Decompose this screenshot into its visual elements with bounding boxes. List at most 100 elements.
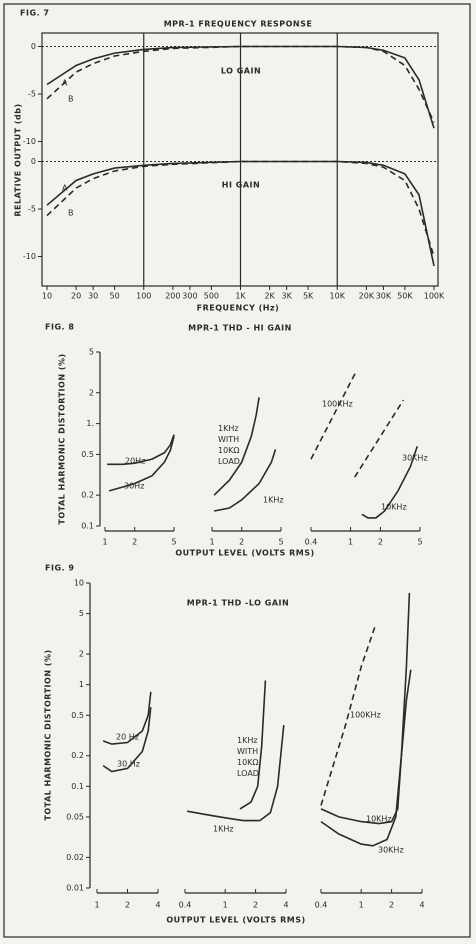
x-tick-label: 1 [359, 901, 364, 910]
curve-label: 30Hz [124, 482, 144, 491]
y-tick-label: 5 [79, 609, 84, 618]
y-tick-label: 0.2 [71, 751, 84, 760]
chart-title: MPR-1 THD -LO GAIN [187, 599, 289, 608]
x-axis-label: OUTPUT LEVEL (VOLTS RMS) [175, 549, 314, 558]
panel-label: HI GAIN [222, 181, 260, 190]
curve-label: 1KHz WITH 10KΩ LOAD [218, 424, 240, 466]
curve-label: 30 Hz [117, 760, 140, 769]
x-tick-label: 2 [389, 901, 394, 910]
y-tick-label: 0.5 [81, 450, 94, 459]
x-tick-label: 50K [397, 292, 413, 301]
x-tick-label: 2 [239, 538, 244, 547]
curve-label: 30KHz [402, 454, 428, 463]
curve [46, 160, 435, 267]
curve [186, 725, 285, 822]
x-tick-label: 0.4 [305, 538, 318, 547]
x-tick-label: 0.4 [315, 901, 328, 910]
panel-label: LO GAIN [221, 67, 261, 76]
y-tick-label: -5 [28, 205, 36, 214]
x-tick-label: 100K [424, 292, 445, 301]
y-tick-label: 0.1 [71, 782, 84, 791]
y-tick-label: 1. [86, 419, 94, 428]
x-tick-label: 1 [209, 538, 214, 547]
x-tick-label: 5K [303, 292, 314, 301]
y-tick-label: 0 [31, 157, 36, 166]
curve [320, 592, 411, 847]
curve [213, 449, 277, 512]
x-tick-label: 1 [223, 901, 228, 910]
x-axis-label: FREQUENCY (Hz) [197, 304, 280, 313]
x-tick-label: 500 [204, 292, 219, 301]
curve-label: 20Hz [125, 457, 145, 466]
y-axis-label: TOTAL HARMONIC DISTORTION (%) [58, 353, 67, 524]
x-tick-label: 5 [171, 538, 176, 547]
curve-label: 100KHz [350, 711, 381, 720]
x-tick-label: 1 [348, 538, 353, 547]
figure-number: FIG. 9 [45, 564, 74, 573]
x-tick-label: 2 [253, 901, 258, 910]
x-tick-label: 5 [278, 538, 283, 547]
y-tick-label: 0.2 [81, 491, 94, 500]
curve-label: B [68, 95, 74, 104]
curve [102, 707, 152, 773]
y-tick-label: 0 [31, 42, 36, 51]
x-tick-label: 20K [359, 292, 375, 301]
x-tick-label: 4 [155, 901, 160, 910]
curve-label: A [62, 184, 68, 193]
curve [213, 397, 260, 496]
curve [320, 669, 412, 825]
y-tick-label: 2 [79, 650, 84, 659]
x-tick-label: 4 [283, 901, 288, 910]
curve-label: 1KHz [263, 496, 284, 505]
curve [46, 45, 435, 129]
curve [107, 434, 175, 466]
x-tick-label: 0.4 [179, 901, 192, 910]
curve-label: B [68, 209, 74, 218]
x-tick-label: 2 [132, 538, 137, 547]
curve-label: 1KHz WITH 10KΩ LOAD [237, 736, 259, 778]
figure-number: FIG. 8 [45, 323, 74, 332]
curve-label: 30KHz [378, 846, 404, 855]
curve-label: 100KHz [322, 400, 353, 409]
y-tick-label: 1 [79, 680, 84, 689]
x-tick-label: 1K [235, 292, 246, 301]
y-tick-label: -5 [28, 90, 36, 99]
curve [108, 436, 175, 492]
y-axis-label: RELATIVE OUTPUT (db) [14, 103, 23, 216]
y-tick-label: -10 [23, 252, 36, 261]
y-tick-label: 0.5 [71, 711, 84, 720]
x-tick-label: 1 [94, 901, 99, 910]
curve [361, 446, 419, 519]
curve-label: 1KHz [213, 825, 234, 834]
x-axis-label: OUTPUT LEVEL (VOLTS RMS) [166, 916, 305, 925]
x-tick-label: 10K [330, 292, 346, 301]
chart-title: MPR-1 FREQUENCY RESPONSE [164, 20, 313, 29]
curve-label: 10KHz [381, 503, 407, 512]
x-tick-label: 3K [281, 292, 292, 301]
y-tick-label: 10 [74, 579, 84, 588]
x-tick-label: 4 [419, 901, 424, 910]
curve [310, 370, 358, 460]
curve [354, 399, 405, 478]
y-tick-label: 2 [89, 388, 94, 397]
y-tick-label: 0.05 [66, 812, 84, 821]
curve-label: 10KHz [366, 815, 392, 824]
y-tick-label: 0.01 [66, 884, 84, 893]
x-tick-label: 2 [378, 538, 383, 547]
x-tick-label: 200 [165, 292, 180, 301]
x-tick-label: 100 [136, 292, 151, 301]
x-tick-label: 2K [264, 292, 275, 301]
page-border [3, 3, 471, 938]
x-tick-label: 30K [376, 292, 392, 301]
x-tick-label: 50 [110, 292, 120, 301]
x-tick-label: 1 [102, 538, 107, 547]
x-tick-label: 20 [71, 292, 81, 301]
x-tick-label: 300 [182, 292, 197, 301]
y-tick-label: 0.1 [81, 522, 94, 531]
x-tick-label: 30 [88, 292, 98, 301]
y-tick-label: 5 [89, 348, 94, 357]
y-axis-label: TOTAL HARMONIC DISTORTION (%) [44, 649, 53, 820]
x-tick-label: 5 [417, 538, 422, 547]
curve [320, 623, 377, 806]
y-tick-label: -10 [23, 137, 36, 146]
